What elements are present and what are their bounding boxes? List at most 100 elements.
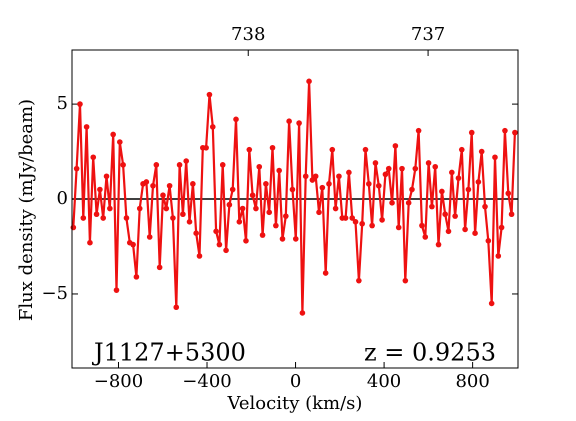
data-point xyxy=(352,219,359,225)
data-point xyxy=(392,143,399,149)
data-point xyxy=(449,169,455,176)
data-point xyxy=(468,129,475,136)
data-point xyxy=(249,192,256,199)
data-point xyxy=(369,222,375,229)
data-point xyxy=(432,163,439,170)
data-point xyxy=(283,213,289,219)
data-point xyxy=(405,200,412,206)
data-point xyxy=(296,120,302,126)
data-point xyxy=(326,181,332,187)
data-point xyxy=(136,205,143,212)
data-point xyxy=(259,232,266,238)
data-point xyxy=(498,224,505,231)
data-point xyxy=(475,179,482,185)
data-point xyxy=(462,226,468,233)
data-point xyxy=(508,211,515,218)
data-point xyxy=(492,154,498,161)
data-point xyxy=(130,241,136,248)
x-tick-label: −800 xyxy=(94,371,143,392)
x2-tick-label: 738 xyxy=(231,24,265,45)
data-point xyxy=(385,165,392,172)
data-point xyxy=(269,144,276,151)
data-point xyxy=(512,129,518,136)
x-tick-label: 0 xyxy=(290,371,301,392)
data-point xyxy=(97,186,103,193)
annotation: z = 0.9253 xyxy=(364,339,496,367)
data-point xyxy=(359,220,365,227)
data-point xyxy=(239,205,246,212)
data-point xyxy=(87,239,93,246)
data-point xyxy=(379,217,385,223)
y-tick-label: 0 xyxy=(57,188,68,209)
data-point xyxy=(156,264,163,271)
data-point xyxy=(180,211,186,218)
data-point xyxy=(342,215,349,221)
data-point xyxy=(273,222,279,229)
data-point xyxy=(375,182,382,189)
data-point xyxy=(415,127,422,134)
data-point xyxy=(143,179,150,185)
data-point xyxy=(502,127,508,134)
x-tick-label: 800 xyxy=(455,371,489,392)
data-point xyxy=(196,253,203,259)
data-point xyxy=(332,205,339,212)
data-point xyxy=(150,182,156,189)
data-line xyxy=(72,81,516,313)
data-point xyxy=(190,181,196,187)
data-point xyxy=(389,200,395,206)
data-point xyxy=(107,205,113,212)
data-point xyxy=(256,163,263,170)
data-point xyxy=(117,139,123,145)
data-point xyxy=(266,209,273,216)
data-point xyxy=(485,238,492,244)
data-point xyxy=(100,215,107,221)
data-point xyxy=(70,224,77,231)
data-point xyxy=(286,118,292,124)
data-point xyxy=(163,205,170,212)
data-point xyxy=(458,146,465,153)
data-point xyxy=(362,146,369,153)
data-point xyxy=(445,228,452,235)
data-point xyxy=(336,173,342,180)
data-point xyxy=(233,116,239,123)
data-point xyxy=(372,160,379,166)
data-point xyxy=(425,160,432,166)
data-point xyxy=(73,165,80,172)
data-point xyxy=(219,162,226,168)
y-axis-label: Flux density (mJy/beam) xyxy=(16,99,37,321)
x-axis-label: Velocity (km/s) xyxy=(227,393,363,414)
data-point xyxy=(83,124,90,130)
data-point xyxy=(77,101,83,107)
data-point xyxy=(183,158,190,164)
data-point xyxy=(160,192,166,199)
data-point xyxy=(402,277,409,284)
data-point xyxy=(226,201,233,208)
data-point xyxy=(120,162,126,168)
data-point xyxy=(229,186,236,193)
data-point xyxy=(346,169,352,176)
data-point xyxy=(329,146,336,153)
data-point xyxy=(395,224,402,231)
data-point xyxy=(146,234,153,240)
data-point xyxy=(455,175,462,181)
y-tick-label: −5 xyxy=(41,283,68,304)
data-point xyxy=(316,209,322,216)
data-point xyxy=(366,181,372,187)
x-tick-label: 400 xyxy=(367,371,401,392)
data-point xyxy=(472,230,478,237)
data-point xyxy=(435,241,442,248)
x2-tick-label: 737 xyxy=(411,24,445,45)
data-point xyxy=(93,211,100,218)
data-point xyxy=(399,165,405,172)
data-point xyxy=(409,186,415,193)
x-tick-label: −400 xyxy=(182,371,231,392)
data-point xyxy=(110,131,116,138)
data-point xyxy=(170,215,176,221)
data-point xyxy=(193,230,199,237)
data-point xyxy=(299,310,306,316)
data-point xyxy=(223,247,229,254)
data-point xyxy=(349,215,356,221)
annotation: J1127+5300 xyxy=(91,339,246,367)
data-point xyxy=(246,146,253,153)
